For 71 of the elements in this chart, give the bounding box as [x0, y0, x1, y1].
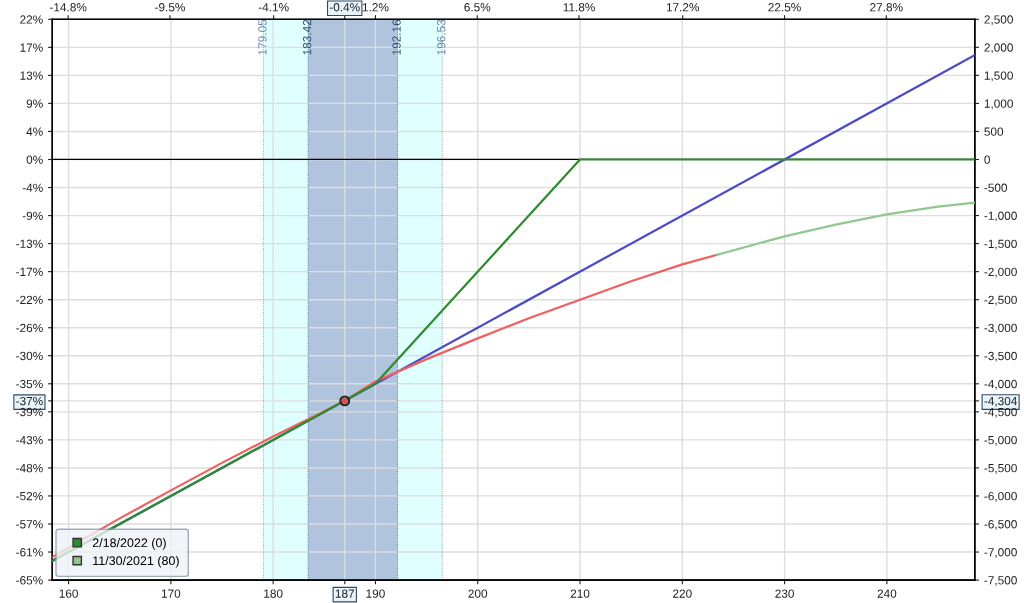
x-tick-label: 210 — [570, 589, 590, 598]
y-tick-label: -37% — [16, 396, 43, 406]
x2-tick-label: 6.5% — [464, 3, 491, 12]
y-tick-label: -9% — [22, 211, 43, 220]
x-tick-label: 220 — [673, 589, 692, 598]
y2-tick-label: -1,000 — [984, 211, 1017, 222]
y-tick-label: -57% — [16, 520, 43, 529]
x2-tick-label: -9.5% — [155, 3, 185, 12]
x2-tick-label: 27.8% — [870, 3, 903, 12]
y-tick-label: 9% — [26, 99, 43, 108]
legend-label: 11/30/2021 (80) — [93, 555, 179, 568]
y2-tick-label: -2,000 — [984, 267, 1017, 278]
x2-tick-label: 17.2% — [666, 3, 700, 12]
y2-tick-label: 1,000 — [984, 99, 1013, 110]
y-tick-label: -13% — [16, 239, 43, 248]
y-tick-label: -35% — [16, 379, 43, 389]
x-tick-label: 187 — [335, 589, 355, 598]
y2-tick-label: -2,500 — [984, 295, 1017, 306]
y-tick-label: -17% — [16, 267, 43, 276]
y2-tick-label: 0 — [984, 155, 990, 164]
x2-tick-label: -14.8% — [49, 3, 87, 12]
y2-tick-label: -6,000 — [984, 492, 1017, 502]
line-series — [715, 201, 975, 256]
legend-label: 2/18/2022 (0) — [92, 538, 166, 550]
y-tick-label: -52% — [16, 491, 43, 501]
y2-tick-label: 1,500 — [984, 71, 1013, 82]
y-tick-label: -61% — [16, 548, 43, 557]
y-tick-label: -26% — [16, 323, 43, 333]
ref-line-label: 196.53 — [437, 19, 446, 55]
y-tick-label: -65% — [16, 576, 43, 585]
y2-tick-label: -7,500 — [984, 576, 1017, 586]
y-tick-label: -30% — [16, 351, 43, 361]
x-tick-label: 200 — [468, 589, 488, 598]
y2-tick-label: -500 — [984, 183, 1008, 192]
y-tick-label: 17% — [20, 43, 43, 52]
y2-tick-label: -4,500 — [984, 407, 1017, 418]
y-tick-label: -48% — [16, 463, 43, 473]
y2-tick-label: -3,500 — [984, 351, 1017, 362]
y2-tick-label: 2,500 — [984, 15, 1013, 26]
y2-tick-label: 500 — [984, 127, 1004, 136]
y2-tick-label: 2,000 — [984, 43, 1013, 54]
ref-line-label: 179.05 — [258, 19, 267, 55]
y2-tick-label: -5,500 — [984, 463, 1017, 474]
y-tick-label: 13% — [20, 71, 43, 80]
y2-tick-label: -7,000 — [984, 548, 1017, 558]
x-tick-label: 190 — [366, 589, 385, 598]
y2-tick-label: -5,000 — [984, 435, 1017, 446]
y2-tick-label: -4,000 — [984, 379, 1017, 390]
ref-line-label: 183.42 — [302, 19, 312, 55]
x2-tick-label: 1.2% — [362, 3, 389, 12]
y-tick-label: -43% — [16, 435, 43, 445]
y-tick-label: -39% — [16, 407, 43, 417]
x2-tick-label: -0.4% — [329, 3, 360, 12]
x-tick-label: 230 — [775, 589, 794, 598]
ref-line-label: 192.16 — [392, 19, 401, 55]
y-tick-label: 0% — [26, 155, 43, 164]
y2-tick-label: -4,304 — [984, 396, 1017, 407]
x-tick-label: 240 — [877, 589, 897, 598]
y-tick-label: -22% — [16, 295, 43, 305]
x-tick-label: 180 — [264, 589, 283, 598]
x2-tick-label: 11.8% — [563, 3, 595, 12]
y-tick-label: -4% — [22, 183, 43, 192]
x2-tick-label: 22.5% — [768, 3, 801, 12]
x-tick-label: 160 — [59, 589, 78, 598]
x2-tick-label: -4.1% — [258, 3, 289, 12]
x-tick-label: 170 — [161, 589, 181, 598]
y2-tick-label: -1,500 — [984, 239, 1017, 250]
y2-tick-label: -3,000 — [984, 323, 1017, 334]
y-tick-label: 4% — [26, 127, 43, 136]
y-tick-label: 22% — [20, 15, 43, 24]
y2-tick-label: -6,500 — [984, 520, 1017, 530]
